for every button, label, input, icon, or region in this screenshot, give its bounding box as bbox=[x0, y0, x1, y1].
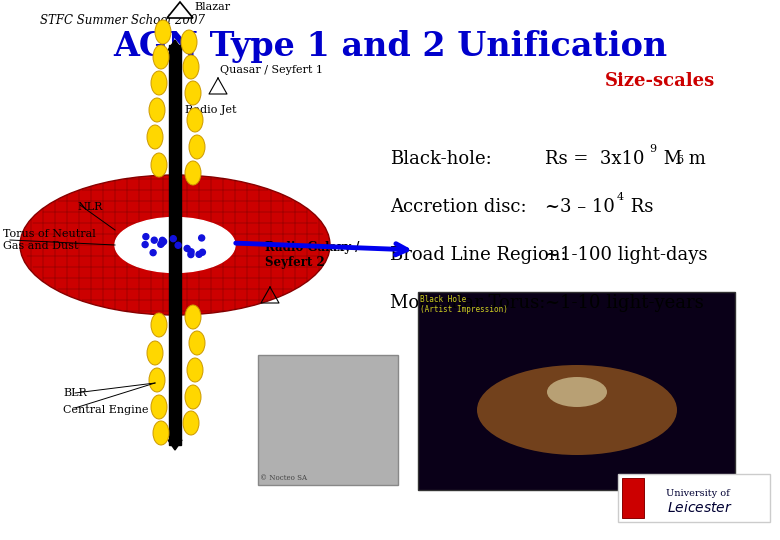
Ellipse shape bbox=[181, 30, 197, 54]
Bar bbox=[418, 292, 735, 490]
Ellipse shape bbox=[151, 71, 167, 95]
Circle shape bbox=[199, 235, 204, 241]
Text: Quasar / Seyfert 1: Quasar / Seyfert 1 bbox=[220, 65, 323, 75]
Circle shape bbox=[176, 242, 181, 248]
Ellipse shape bbox=[151, 395, 167, 419]
Text: m: m bbox=[683, 150, 706, 168]
Ellipse shape bbox=[149, 98, 165, 122]
Circle shape bbox=[188, 249, 194, 255]
Text: ~1-10 light-years: ~1-10 light-years bbox=[545, 294, 704, 312]
Circle shape bbox=[200, 249, 205, 255]
Text: 9: 9 bbox=[649, 144, 656, 154]
Text: Molecular Torus:: Molecular Torus: bbox=[390, 294, 545, 312]
Ellipse shape bbox=[187, 108, 203, 132]
Text: 6: 6 bbox=[676, 155, 683, 165]
Text: © Nocteo SA: © Nocteo SA bbox=[260, 474, 307, 482]
Circle shape bbox=[150, 249, 156, 255]
Text: M: M bbox=[658, 150, 682, 168]
Polygon shape bbox=[168, 40, 182, 50]
Text: Radio Jet: Radio Jet bbox=[185, 105, 236, 115]
Text: Central Engine: Central Engine bbox=[63, 405, 148, 415]
Ellipse shape bbox=[185, 385, 201, 409]
Ellipse shape bbox=[477, 365, 677, 455]
Text: University of: University of bbox=[666, 489, 730, 497]
Bar bbox=[618, 474, 770, 522]
Text: Blazar: Blazar bbox=[194, 2, 230, 12]
Text: 4: 4 bbox=[617, 192, 624, 202]
Text: $\it{Leicester}$: $\it{Leicester}$ bbox=[667, 500, 733, 515]
Text: ~3 – 10: ~3 – 10 bbox=[545, 198, 615, 216]
Ellipse shape bbox=[115, 218, 235, 273]
Text: STFC Summer School 2007: STFC Summer School 2007 bbox=[40, 14, 205, 27]
Circle shape bbox=[184, 246, 190, 252]
Text: Broad Line Region:: Broad Line Region: bbox=[390, 246, 566, 264]
Ellipse shape bbox=[189, 331, 205, 355]
Polygon shape bbox=[168, 440, 182, 450]
Text: Rs: Rs bbox=[625, 198, 654, 216]
Text: Accretion disc:: Accretion disc: bbox=[390, 198, 526, 216]
Circle shape bbox=[188, 252, 194, 258]
Circle shape bbox=[142, 241, 148, 247]
Ellipse shape bbox=[189, 135, 205, 159]
Circle shape bbox=[196, 251, 202, 258]
Bar bbox=[258, 355, 398, 485]
Ellipse shape bbox=[155, 20, 171, 44]
Circle shape bbox=[151, 237, 158, 243]
Circle shape bbox=[159, 238, 165, 244]
Ellipse shape bbox=[185, 161, 201, 185]
Text: AGN Type 1 and 2 Unification: AGN Type 1 and 2 Unification bbox=[113, 30, 667, 63]
Circle shape bbox=[159, 240, 165, 246]
Ellipse shape bbox=[185, 81, 201, 105]
Bar bbox=[169, 45, 181, 445]
Text: NLR: NLR bbox=[77, 202, 102, 212]
Ellipse shape bbox=[151, 313, 167, 337]
Ellipse shape bbox=[147, 341, 163, 365]
Text: Torus of Neutral
Gas and Dust: Torus of Neutral Gas and Dust bbox=[3, 229, 96, 251]
Ellipse shape bbox=[183, 55, 199, 79]
Circle shape bbox=[170, 235, 176, 242]
Circle shape bbox=[158, 241, 164, 247]
Ellipse shape bbox=[187, 358, 203, 382]
Polygon shape bbox=[167, 2, 193, 18]
Ellipse shape bbox=[20, 175, 330, 315]
Circle shape bbox=[143, 234, 149, 240]
Text: ~1-100 light-days: ~1-100 light-days bbox=[545, 246, 707, 264]
Ellipse shape bbox=[183, 411, 199, 435]
Ellipse shape bbox=[149, 368, 165, 392]
Ellipse shape bbox=[151, 153, 167, 177]
Ellipse shape bbox=[153, 421, 169, 445]
Ellipse shape bbox=[547, 377, 607, 407]
Ellipse shape bbox=[185, 305, 201, 329]
Text: Black-hole:: Black-hole: bbox=[390, 150, 491, 168]
Circle shape bbox=[161, 239, 167, 245]
Text: Rs =  3x10: Rs = 3x10 bbox=[545, 150, 644, 168]
Text: Radio Galaxy /
Seyfert 2: Radio Galaxy / Seyfert 2 bbox=[265, 241, 360, 269]
Ellipse shape bbox=[153, 45, 169, 69]
Text: BLR: BLR bbox=[63, 388, 87, 398]
Text: Black Hole
(Artist Impression): Black Hole (Artist Impression) bbox=[420, 295, 508, 314]
Text: Size-scales: Size-scales bbox=[604, 72, 715, 90]
Ellipse shape bbox=[147, 125, 163, 149]
Bar bbox=[622, 478, 644, 518]
